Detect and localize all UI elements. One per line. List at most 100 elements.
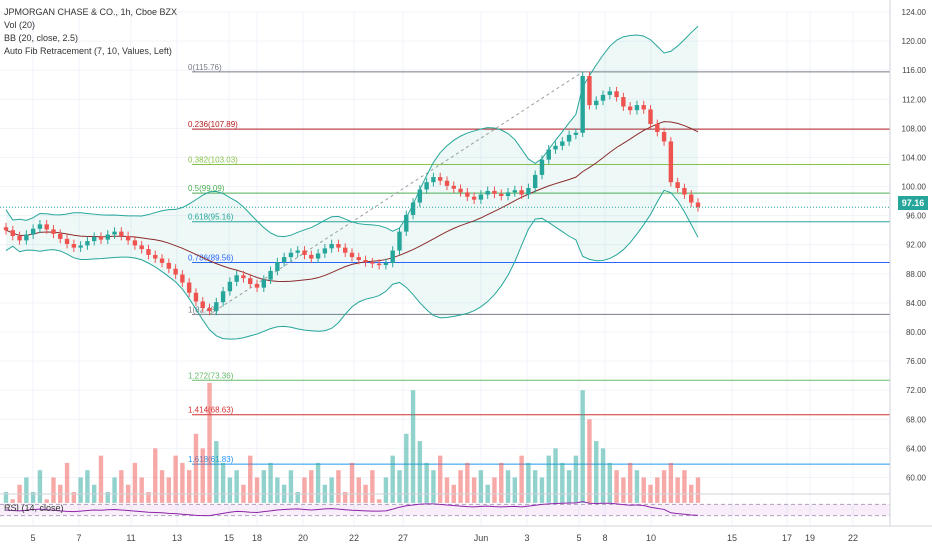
volume-bar: [526, 462, 531, 503]
volume-bar: [173, 455, 178, 503]
time-tick-label: 7: [76, 533, 81, 543]
volume-bar: [404, 433, 409, 503]
candle-body: [424, 182, 429, 190]
price-tick-label: 72.00: [906, 386, 927, 395]
candle-body: [648, 109, 653, 124]
candle-body: [410, 202, 416, 215]
candle-body: [566, 134, 572, 142]
candle-body: [288, 252, 294, 258]
candle-body: [322, 248, 328, 254]
candle-body: [51, 229, 56, 234]
price-tick-label: 116.00: [902, 66, 926, 75]
volume-bar: [78, 477, 83, 503]
volume-bar: [132, 462, 138, 503]
candle-body: [268, 270, 273, 280]
volume-bar: [492, 477, 497, 503]
volume-bar: [234, 470, 239, 503]
time-tick-label: 15: [224, 533, 234, 543]
volume-bar: [254, 477, 260, 503]
volume-bar: [207, 382, 212, 503]
candle-body: [512, 190, 518, 193]
candle-body: [146, 249, 151, 255]
price-tick-label: 120.00: [902, 37, 927, 46]
volume-bar: [634, 470, 640, 503]
volume-bar: [641, 477, 646, 503]
price-axis-bg: [890, 0, 932, 526]
candle-body: [30, 228, 36, 235]
volume-indicator-label[interactable]: Vol (20): [4, 20, 36, 30]
candle-body: [241, 275, 246, 279]
volume-bar: [668, 462, 674, 503]
volume-bar: [505, 470, 511, 503]
volume-bar: [349, 462, 355, 503]
candle-body: [675, 182, 680, 188]
candle-body: [689, 194, 694, 203]
rsi-layer: [0, 493, 890, 517]
volume-bar: [139, 477, 144, 503]
price-tick-label: 112.00: [902, 95, 926, 104]
volume-bar: [478, 470, 484, 503]
volume-bar: [465, 462, 470, 503]
bollinger-indicator-label[interactable]: BB (20, close, 2.5): [4, 33, 79, 43]
candle-body: [220, 291, 226, 303]
candle-body: [78, 245, 83, 248]
price-tick-label: 92.00: [906, 241, 927, 250]
candle-body: [444, 180, 450, 186]
candle-body: [349, 252, 355, 258]
candle-body: [3, 227, 9, 231]
candle-body: [553, 145, 558, 150]
volume-bar: [370, 470, 375, 503]
symbol-title[interactable]: JPMORGAN CHASE & CO., 1h, Cboe BZX: [4, 7, 178, 17]
volume-bar: [64, 462, 70, 503]
time-tick-label: 8: [602, 533, 607, 543]
candle-body: [519, 190, 524, 195]
candle-body: [417, 189, 423, 203]
volume-bar: [105, 492, 110, 503]
volume-bar: [499, 462, 504, 503]
time-tick-label: 11: [126, 533, 135, 543]
candle-body: [275, 262, 280, 271]
candle-body: [17, 236, 22, 241]
volume-bar: [390, 455, 395, 503]
price-tick-label: 68.00: [906, 415, 927, 424]
time-tick-label: 13: [172, 533, 182, 543]
candle-body: [661, 132, 667, 142]
last-price-tag: 97.16: [898, 196, 928, 210]
volume-bar: [655, 477, 660, 503]
candle-body: [458, 188, 463, 193]
price-tick-label: 104.00: [902, 153, 927, 162]
volume-bar: [44, 499, 49, 503]
volume-bar: [695, 477, 701, 503]
price-tick-label: 80.00: [906, 328, 927, 337]
candle-body: [539, 159, 545, 175]
time-tick-label: 22: [848, 533, 858, 543]
candle-body: [363, 260, 368, 263]
price-tick-label: 88.00: [906, 270, 927, 279]
rsi-indicator-label[interactable]: RSI (14, close): [4, 503, 64, 513]
candle-body: [281, 257, 287, 263]
fib-indicator-label[interactable]: Auto Fib Retracement (7, 10, Values, Lef…: [4, 46, 172, 56]
candle-body: [390, 250, 395, 263]
candle-body: [587, 76, 592, 106]
fib-level-label: 0.236(107.89): [188, 120, 238, 129]
volume-bar: [383, 477, 389, 503]
candle-body: [91, 236, 97, 242]
price-tick-label: 64.00: [906, 444, 927, 453]
time-tick-label: 10: [646, 533, 656, 543]
volume-bar: [621, 477, 626, 503]
bollinger-bands-layer: [5, 25, 699, 340]
candle-body: [37, 224, 43, 229]
candle-body: [485, 190, 490, 195]
candle-body: [315, 253, 321, 259]
bollinger-lower-band: [5, 189, 699, 340]
volume-bar: [675, 477, 680, 503]
candle-body: [24, 234, 29, 241]
candle-body: [695, 202, 701, 208]
price-tick-label: 108.00: [902, 124, 927, 133]
volume-bars-layer: [3, 382, 701, 503]
volume-bar: [146, 492, 151, 503]
time-tick-label: 22: [349, 533, 359, 543]
volume-bar: [193, 433, 199, 503]
volume-bar: [186, 470, 192, 503]
